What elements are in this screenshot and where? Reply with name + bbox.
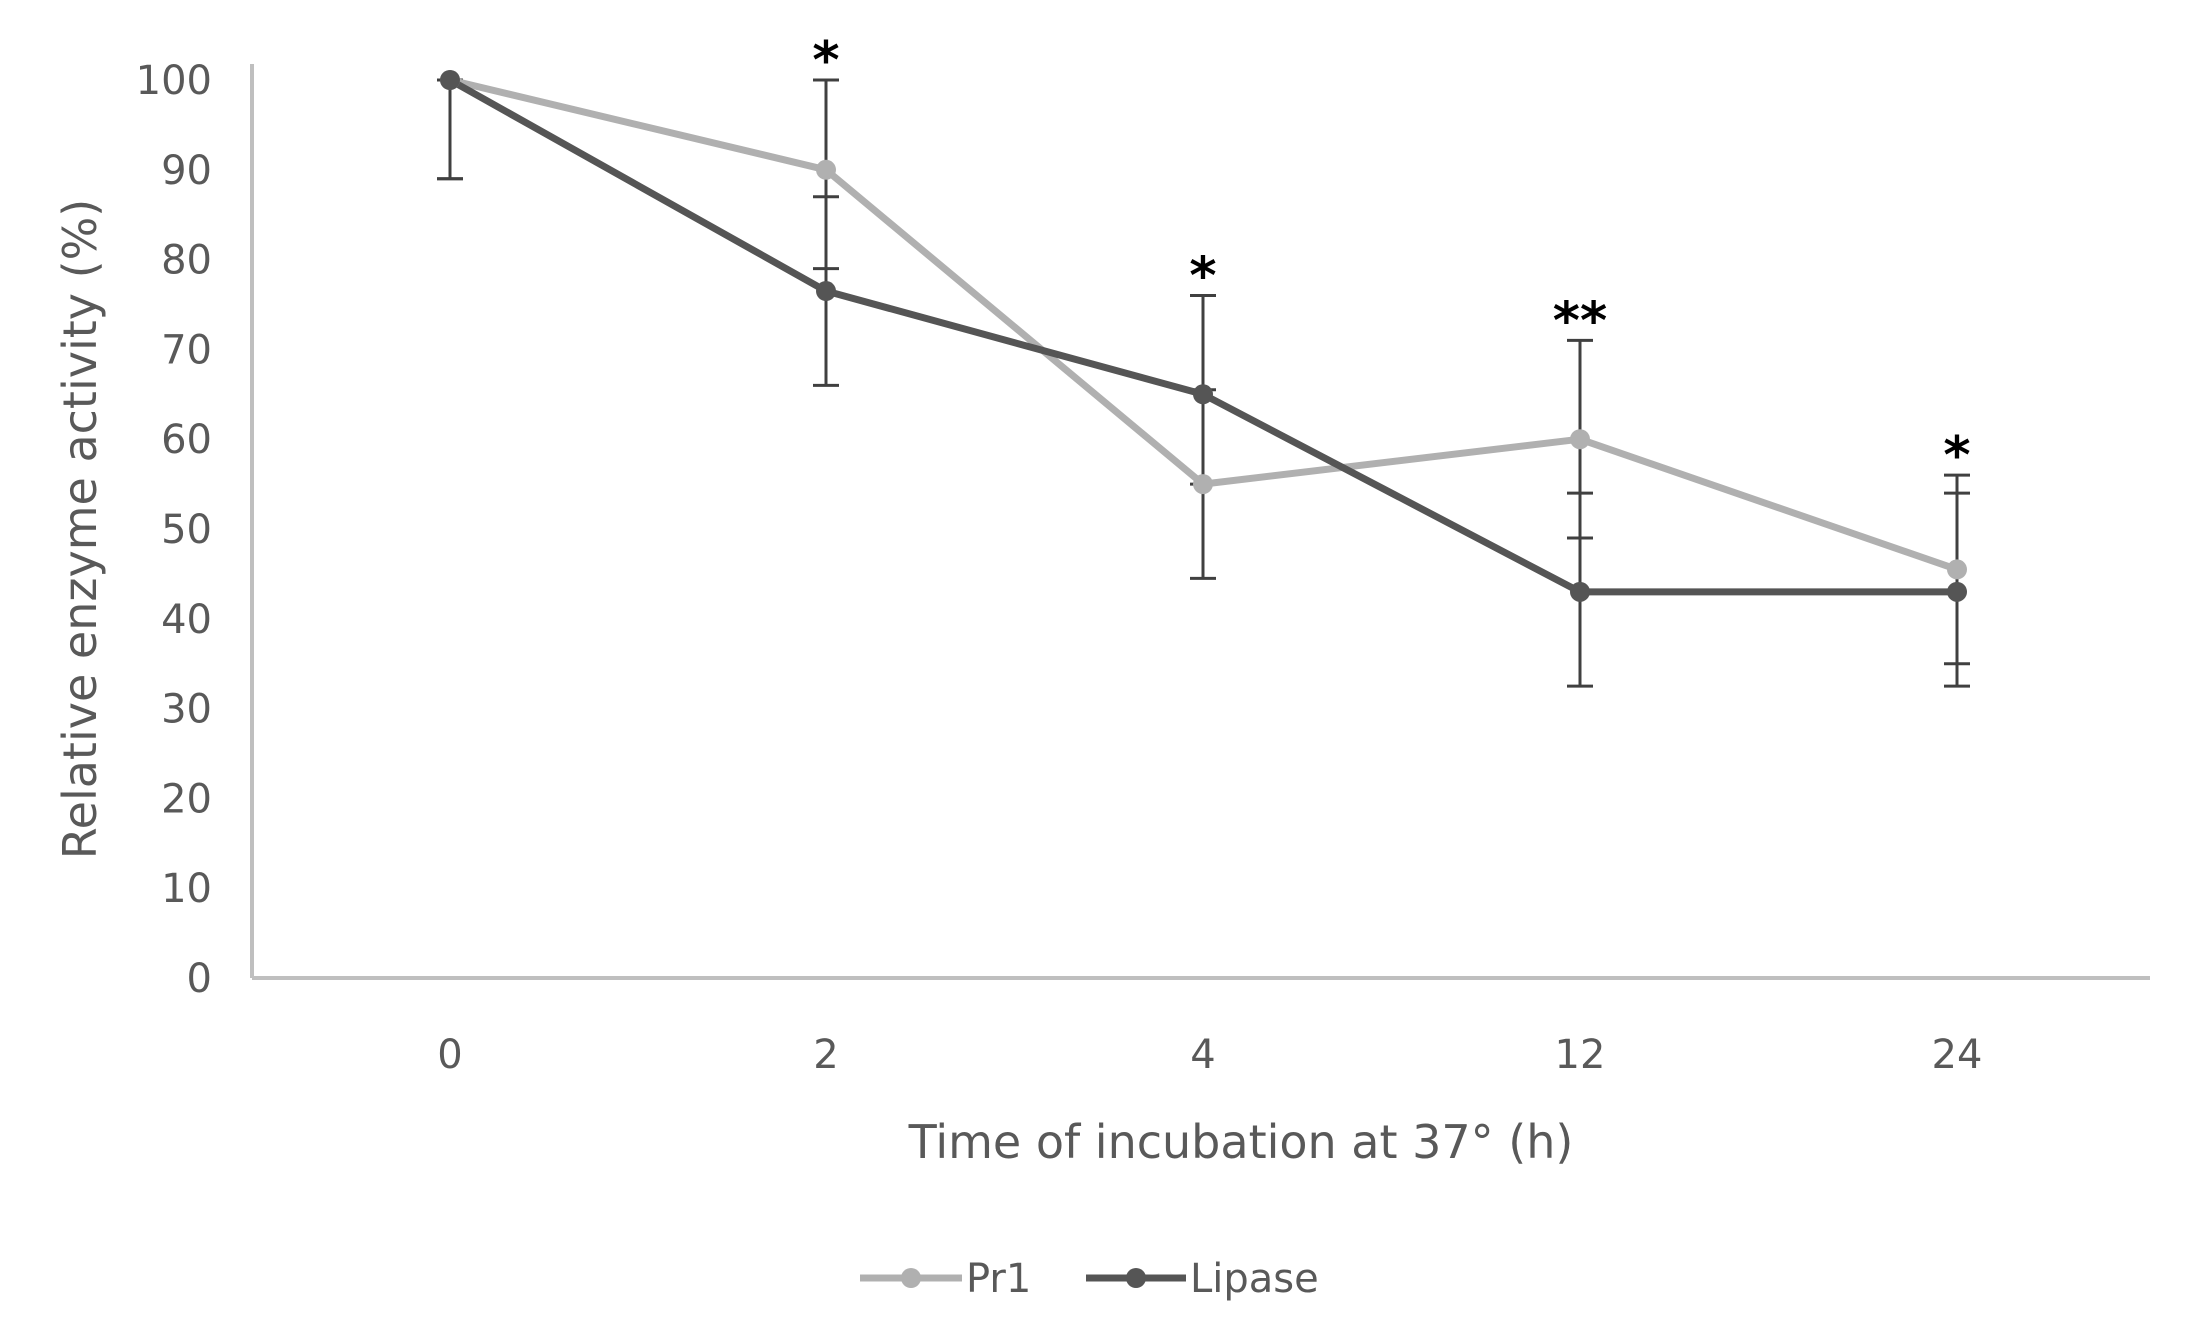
x-tick-label: 2 [813,1032,838,1078]
data-point-pr1 [1570,429,1590,450]
y-tick-label: 0 [187,956,212,1002]
significance-mark: * [1943,426,1970,486]
y-tick-label: 90 [161,148,212,194]
legend: Pr1 Lipase [860,1256,1319,1302]
y-tick-label: 80 [161,238,212,284]
data-point-pr1 [1947,559,1967,580]
x-tick-label: 0 [437,1032,462,1078]
data-point-lipase [1570,581,1590,602]
data-point-pr1 [816,159,836,180]
legend-label-pr1: Pr1 [966,1256,1031,1302]
legend-marker-pr1 [901,1268,921,1288]
y-tick-label: 50 [161,507,212,553]
x-tick-label: 12 [1555,1032,1606,1078]
legend-label-lipase: Lipase [1190,1256,1319,1302]
significance-mark: * [1189,247,1216,307]
x-axis-tick-labels: 0 2 4 12 24 [437,1032,1982,1078]
data-point-lipase [440,70,460,90]
x-tick-label: 24 [1932,1032,1983,1078]
y-tick-label: 60 [161,417,212,463]
data-point-lipase [816,281,836,302]
data-point-pr1 [1193,474,1213,495]
y-tick-label: 40 [161,597,212,643]
data-point-lipase [1193,384,1213,405]
significance-mark: * [812,31,839,91]
y-tick-label: 100 [136,58,212,104]
y-tick-label: 20 [161,776,212,822]
significance-marks: ***** [812,31,1970,486]
series-points [440,70,1967,602]
y-tick-label: 70 [161,327,212,373]
y-tick-label: 10 [161,866,212,912]
data-point-lipase [1947,581,1967,602]
y-axis-tick-labels: 0 10 20 30 40 50 60 70 80 90 100 [136,58,212,1002]
y-tick-label: 30 [161,687,212,733]
legend-marker-lipase [1126,1268,1146,1288]
x-axis-title: Time of incubation at 37° (h) [908,1115,1574,1169]
x-tick-label: 4 [1190,1032,1215,1078]
significance-mark: ** [1553,291,1607,351]
y-axis-title: Relative enzyme activity (%) [53,199,107,859]
